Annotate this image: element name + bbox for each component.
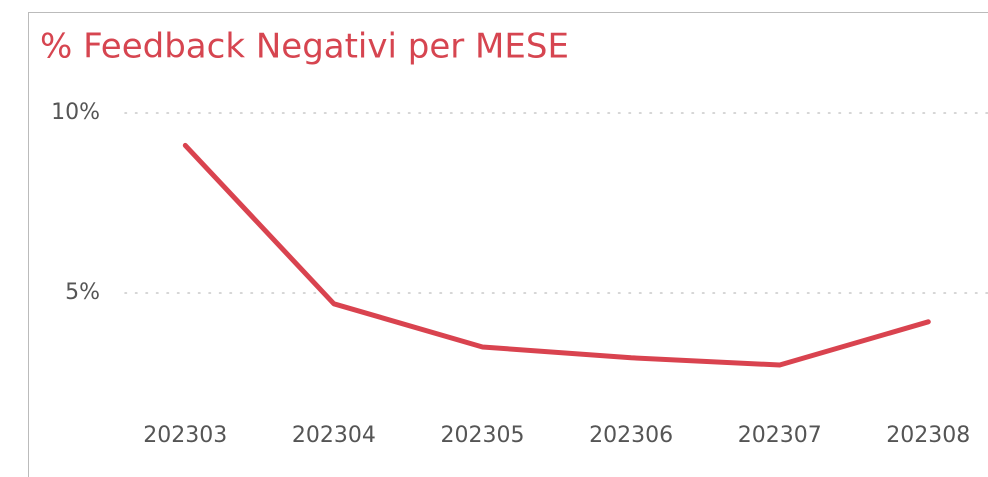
x-tick-label: 202303	[143, 423, 227, 448]
y-tick-label: 10%	[51, 100, 100, 125]
chart-title: % Feedback Negativi per MESE	[40, 27, 569, 67]
x-tick-label: 202308	[886, 423, 970, 448]
line-series	[182, 142, 931, 368]
x-tick-label: 202307	[738, 423, 822, 448]
x-tick-label: 202306	[589, 423, 673, 448]
x-tick-label: 202304	[292, 423, 376, 448]
y-tick-label: 5%	[65, 280, 100, 305]
x-tick-label: 202305	[441, 423, 525, 448]
